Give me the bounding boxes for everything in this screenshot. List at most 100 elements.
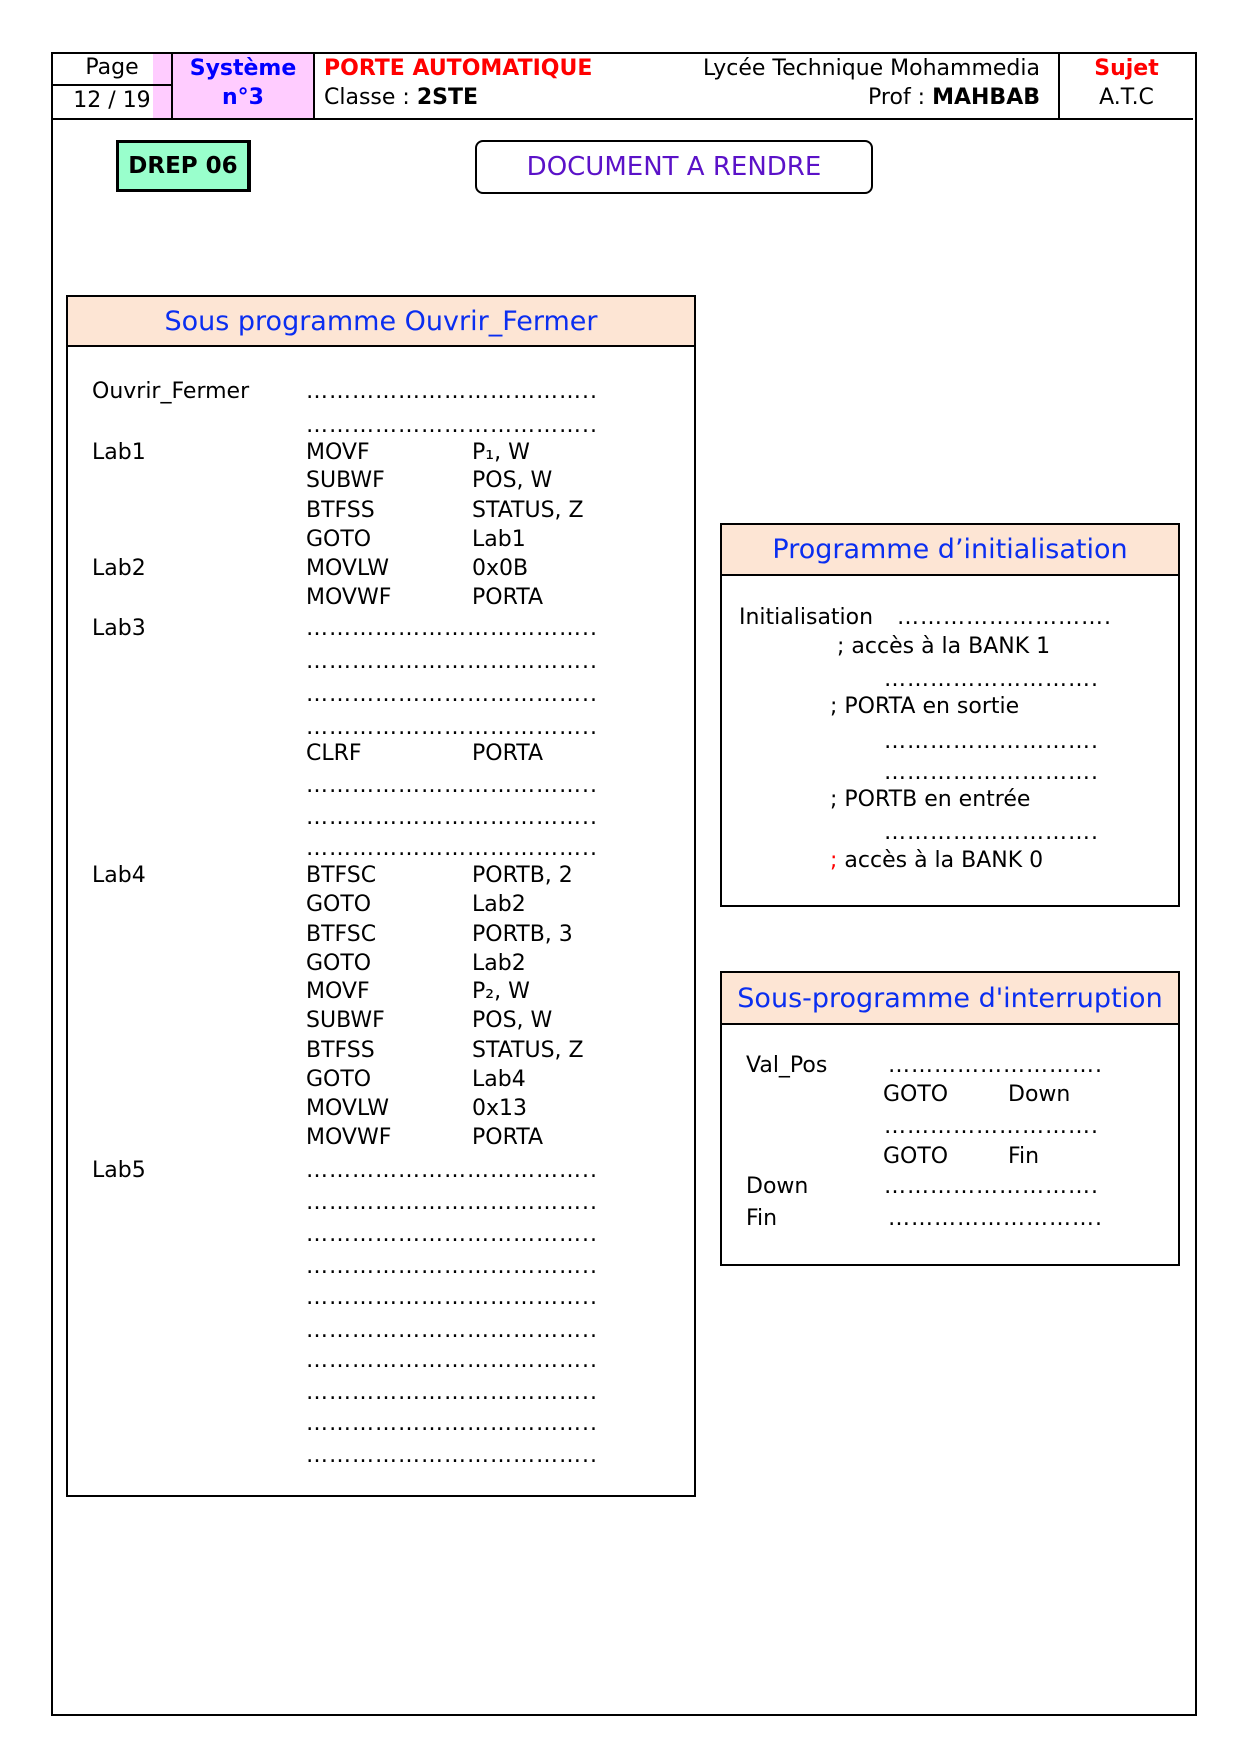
answer-dots[interactable]: ………………………. bbox=[884, 667, 1099, 692]
instruction-mnemonic: GOTO bbox=[306, 527, 372, 552]
school-name: Lycée Technique Mohammedia bbox=[702, 56, 1040, 81]
down-label: Down bbox=[746, 1174, 809, 1199]
class-info: Classe : 2STE bbox=[324, 85, 478, 110]
instruction-mnemonic: MOVLW bbox=[306, 556, 389, 581]
project-title: PORTE AUTOMATIQUE bbox=[324, 56, 593, 81]
instruction-operand: POS, W bbox=[472, 1008, 553, 1033]
instruction-mnemonic: MOVF bbox=[306, 979, 370, 1004]
instruction-mnemonic: MOVWF bbox=[306, 585, 392, 610]
init-comment-bank1: ; accès à la BANK 1 bbox=[837, 634, 1051, 659]
answer-dots[interactable]: ……………………………….. bbox=[306, 1411, 598, 1436]
answer-dots[interactable]: ………………………. bbox=[884, 760, 1099, 785]
instruction-operand: PORTB, 3 bbox=[472, 922, 573, 947]
instruction-mnemonic: GOTO bbox=[306, 892, 372, 917]
instruction-mnemonic: MOVLW bbox=[306, 1096, 389, 1121]
answer-dots[interactable]: ………………………. bbox=[884, 820, 1099, 845]
instruction-mnemonic: GOTO bbox=[306, 1067, 372, 1092]
page-number: 12 / 19 bbox=[73, 88, 151, 113]
answer-dots[interactable]: ……………………………….. bbox=[306, 1443, 598, 1468]
subject-label: Sujet bbox=[1094, 56, 1159, 81]
code-label: Lab5 bbox=[92, 1158, 146, 1183]
answer-dots[interactable]: ………………………. bbox=[884, 1174, 1099, 1199]
instruction-operand: STATUS, Z bbox=[472, 1038, 584, 1063]
answer-dots[interactable]: ……………………………….. bbox=[306, 1158, 598, 1183]
init-comment-portb: ; PORTB en entrée bbox=[830, 787, 1031, 812]
code-label: Lab1 bbox=[92, 440, 146, 465]
instruction-operand: 0x0B bbox=[472, 556, 529, 581]
instruction-operand: POS, W bbox=[472, 468, 553, 493]
fin-label: Fin bbox=[746, 1206, 778, 1231]
instruction-operand: Lab1 bbox=[472, 527, 526, 552]
goto-fin-arg: Fin bbox=[1008, 1144, 1040, 1169]
class-label: Classe : bbox=[324, 85, 417, 110]
instruction-mnemonic: CLRF bbox=[306, 741, 362, 766]
system-number: n°3 bbox=[222, 85, 264, 110]
ouvrir-fermer-box: Sous programme Ouvrir_Fermer Ouvrir_Ferm… bbox=[66, 295, 696, 1497]
answer-dots[interactable]: ……………………………….. bbox=[306, 773, 598, 798]
code-label: Lab4 bbox=[92, 863, 146, 888]
init-comment-bank0: ; accès à la BANK 0 bbox=[830, 848, 1043, 873]
instruction-mnemonic: MOVF bbox=[306, 440, 370, 465]
goto-op: GOTO bbox=[883, 1082, 949, 1107]
instruction-mnemonic: MOVWF bbox=[306, 1125, 392, 1150]
answer-dots[interactable]: ……………………………….. bbox=[306, 1254, 598, 1279]
instruction-mnemonic: BTFSS bbox=[306, 1038, 375, 1063]
red-semicolon: ; bbox=[830, 848, 838, 873]
instruction-mnemonic: BTFSS bbox=[306, 498, 375, 523]
ouvrir-fermer-title: Sous programme Ouvrir_Fermer bbox=[68, 297, 694, 347]
answer-dots[interactable]: ……………………………….. bbox=[306, 1348, 598, 1373]
instruction-operand: PORTA bbox=[472, 585, 544, 610]
instruction-operand: PORTA bbox=[472, 741, 544, 766]
val-pos-label: Val_Pos bbox=[746, 1053, 828, 1078]
answer-dots[interactable]: ……………………………….. bbox=[306, 649, 598, 674]
instruction-operand: Lab2 bbox=[472, 951, 526, 976]
drep-badge: DREP 06 bbox=[116, 140, 251, 192]
instruction-operand: STATUS, Z bbox=[472, 498, 584, 523]
answer-dots[interactable]: ……………………………….. bbox=[306, 1285, 598, 1310]
answer-dots[interactable]: ……………………………….. bbox=[306, 836, 598, 861]
instruction-mnemonic: BTFSC bbox=[306, 922, 377, 947]
instruction-operand: 0x13 bbox=[472, 1096, 528, 1121]
page-frame bbox=[51, 52, 1197, 1716]
code-label: Lab3 bbox=[92, 616, 146, 641]
instruction-mnemonic: SUBWF bbox=[306, 468, 385, 493]
comment-text: accès à la BANK 0 bbox=[837, 848, 1044, 873]
page-label: Page bbox=[85, 55, 139, 80]
goto-op: GOTO bbox=[883, 1144, 949, 1169]
code-label: Ouvrir_Fermer bbox=[92, 379, 250, 404]
instruction-operand: PORTA bbox=[472, 1125, 544, 1150]
answer-dots[interactable]: ………………………. bbox=[884, 1114, 1099, 1139]
system-label: Système bbox=[189, 56, 297, 81]
answer-dots[interactable]: ………………………. bbox=[897, 605, 1112, 630]
prof-label: Prof : bbox=[868, 85, 933, 110]
instruction-operand: Lab4 bbox=[472, 1067, 526, 1092]
instruction-operand: P₁, W bbox=[472, 440, 530, 465]
header-table bbox=[51, 52, 1193, 120]
answer-dots[interactable]: ………………………. bbox=[884, 729, 1099, 754]
answer-dots[interactable]: ……………………………….. bbox=[306, 413, 598, 438]
system-cell bbox=[153, 54, 313, 118]
answer-dots[interactable]: ……………………………….. bbox=[306, 1190, 598, 1215]
instruction-operand: P₂, W bbox=[472, 979, 530, 1004]
answer-dots[interactable]: ……………………………….. bbox=[306, 715, 598, 740]
instruction-operand: PORTB, 2 bbox=[472, 863, 573, 888]
instruction-mnemonic: SUBWF bbox=[306, 1008, 385, 1033]
answer-dots[interactable]: ………………………. bbox=[888, 1053, 1103, 1078]
subject-value: A.T.C bbox=[1099, 85, 1154, 110]
class-value: 2STE bbox=[416, 85, 478, 110]
code-label: Lab2 bbox=[92, 556, 146, 581]
answer-dots[interactable]: ……………………………….. bbox=[306, 682, 598, 707]
goto-down-arg: Down bbox=[1008, 1082, 1071, 1107]
answer-dots[interactable]: ……………………………….. bbox=[306, 379, 598, 404]
interrupt-title: Sous-programme d'interruption bbox=[722, 973, 1178, 1025]
document-a-rendre-banner: DOCUMENT A RENDRE bbox=[475, 140, 873, 194]
answer-dots[interactable]: ……………………………….. bbox=[306, 1222, 598, 1247]
answer-dots[interactable]: ……………………………….. bbox=[306, 616, 598, 641]
answer-dots[interactable]: ……………………………….. bbox=[306, 1380, 598, 1405]
init-box: Programme d’initialisation bbox=[720, 523, 1180, 907]
answer-dots[interactable]: ……………………………….. bbox=[306, 805, 598, 830]
answer-dots[interactable]: ………………………. bbox=[888, 1206, 1103, 1231]
answer-dots[interactable]: ……………………………….. bbox=[306, 1318, 598, 1343]
init-title: Programme d’initialisation bbox=[722, 525, 1178, 576]
